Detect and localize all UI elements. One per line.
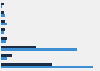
Bar <box>1 23 7 25</box>
Bar <box>1 48 77 51</box>
Bar <box>1 14 5 17</box>
Bar <box>1 20 5 23</box>
Bar <box>1 57 6 60</box>
Bar <box>1 11 4 14</box>
Bar <box>1 54 12 57</box>
Bar <box>1 40 6 43</box>
Bar <box>1 5 2 8</box>
Bar <box>1 66 93 68</box>
Bar <box>1 37 7 40</box>
Bar <box>1 31 4 34</box>
Bar <box>1 46 36 48</box>
Bar <box>1 3 4 5</box>
Bar <box>1 63 52 66</box>
Bar <box>1 28 5 31</box>
